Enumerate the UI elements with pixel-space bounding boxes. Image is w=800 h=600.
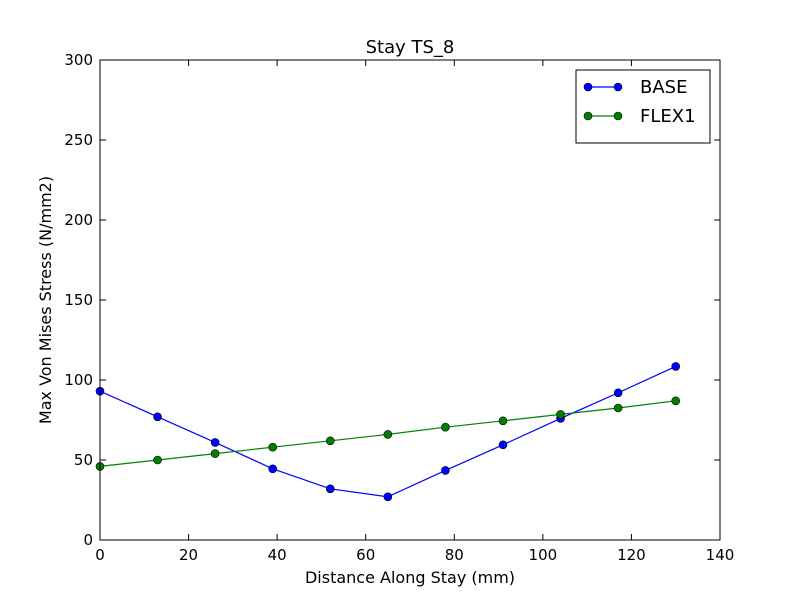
chart-title: Stay TS_8 [366, 37, 455, 58]
data-point [498, 440, 508, 450]
x-tick-label: 40 [268, 546, 287, 564]
legend-marker [583, 82, 593, 92]
y-tick-label: 0 [83, 531, 93, 549]
x-tick-label: 120 [617, 546, 646, 564]
data-point [671, 396, 681, 406]
y-tick-label: 150 [64, 291, 93, 309]
legend-item-base: BASE [583, 77, 687, 98]
data-point [441, 422, 450, 432]
x-tick-label: 60 [356, 546, 375, 564]
x-tick-label: 0 [95, 546, 105, 564]
data-point [383, 492, 393, 502]
data-point [210, 449, 220, 458]
legend-marker [613, 82, 623, 92]
data-point [613, 388, 623, 398]
data-point [556, 410, 565, 419]
data-point [268, 442, 278, 452]
data-point [671, 362, 681, 371]
x-tick-label: 20 [179, 546, 198, 564]
series-layer [95, 362, 681, 502]
y-tick-label: 50 [74, 451, 93, 469]
series-base [95, 362, 681, 502]
x-axis-label: Distance Along Stay (mm) [305, 568, 515, 587]
data-point [498, 416, 508, 426]
x-tick-label: 100 [529, 546, 558, 564]
data-point [383, 430, 393, 439]
data-point [210, 438, 220, 447]
x-tick-label: 140 [706, 546, 735, 564]
legend-box [575, 69, 711, 144]
data-point [268, 464, 278, 474]
legend-marker [583, 111, 593, 121]
legend-marker [613, 111, 623, 121]
data-point [153, 455, 162, 465]
x-axis-ticks: 0 20 40 60 80 100 120 140 [95, 60, 734, 564]
y-tick-label: 200 [64, 211, 93, 229]
y-tick-label: 250 [64, 131, 93, 149]
y-axis-ticks: 0 50 100 150 200 250 300 [64, 51, 720, 549]
y-tick-label: 300 [64, 51, 93, 69]
data-point [613, 403, 623, 413]
data-point [441, 466, 450, 475]
x-tick-label: 80 [445, 546, 464, 564]
legend-label: BASE [640, 77, 687, 98]
legend: BASE FLEX1 [575, 69, 711, 144]
series-flex1 [95, 396, 681, 471]
data-point [325, 436, 335, 446]
data-point [325, 484, 335, 494]
legend-item-flex1: FLEX1 [583, 106, 696, 127]
data-point [153, 412, 162, 422]
y-tick-label: 100 [64, 371, 93, 389]
legend-label: FLEX1 [640, 106, 696, 127]
y-axis-label: Max Von Mises Stress (N/mm2) [36, 176, 55, 424]
